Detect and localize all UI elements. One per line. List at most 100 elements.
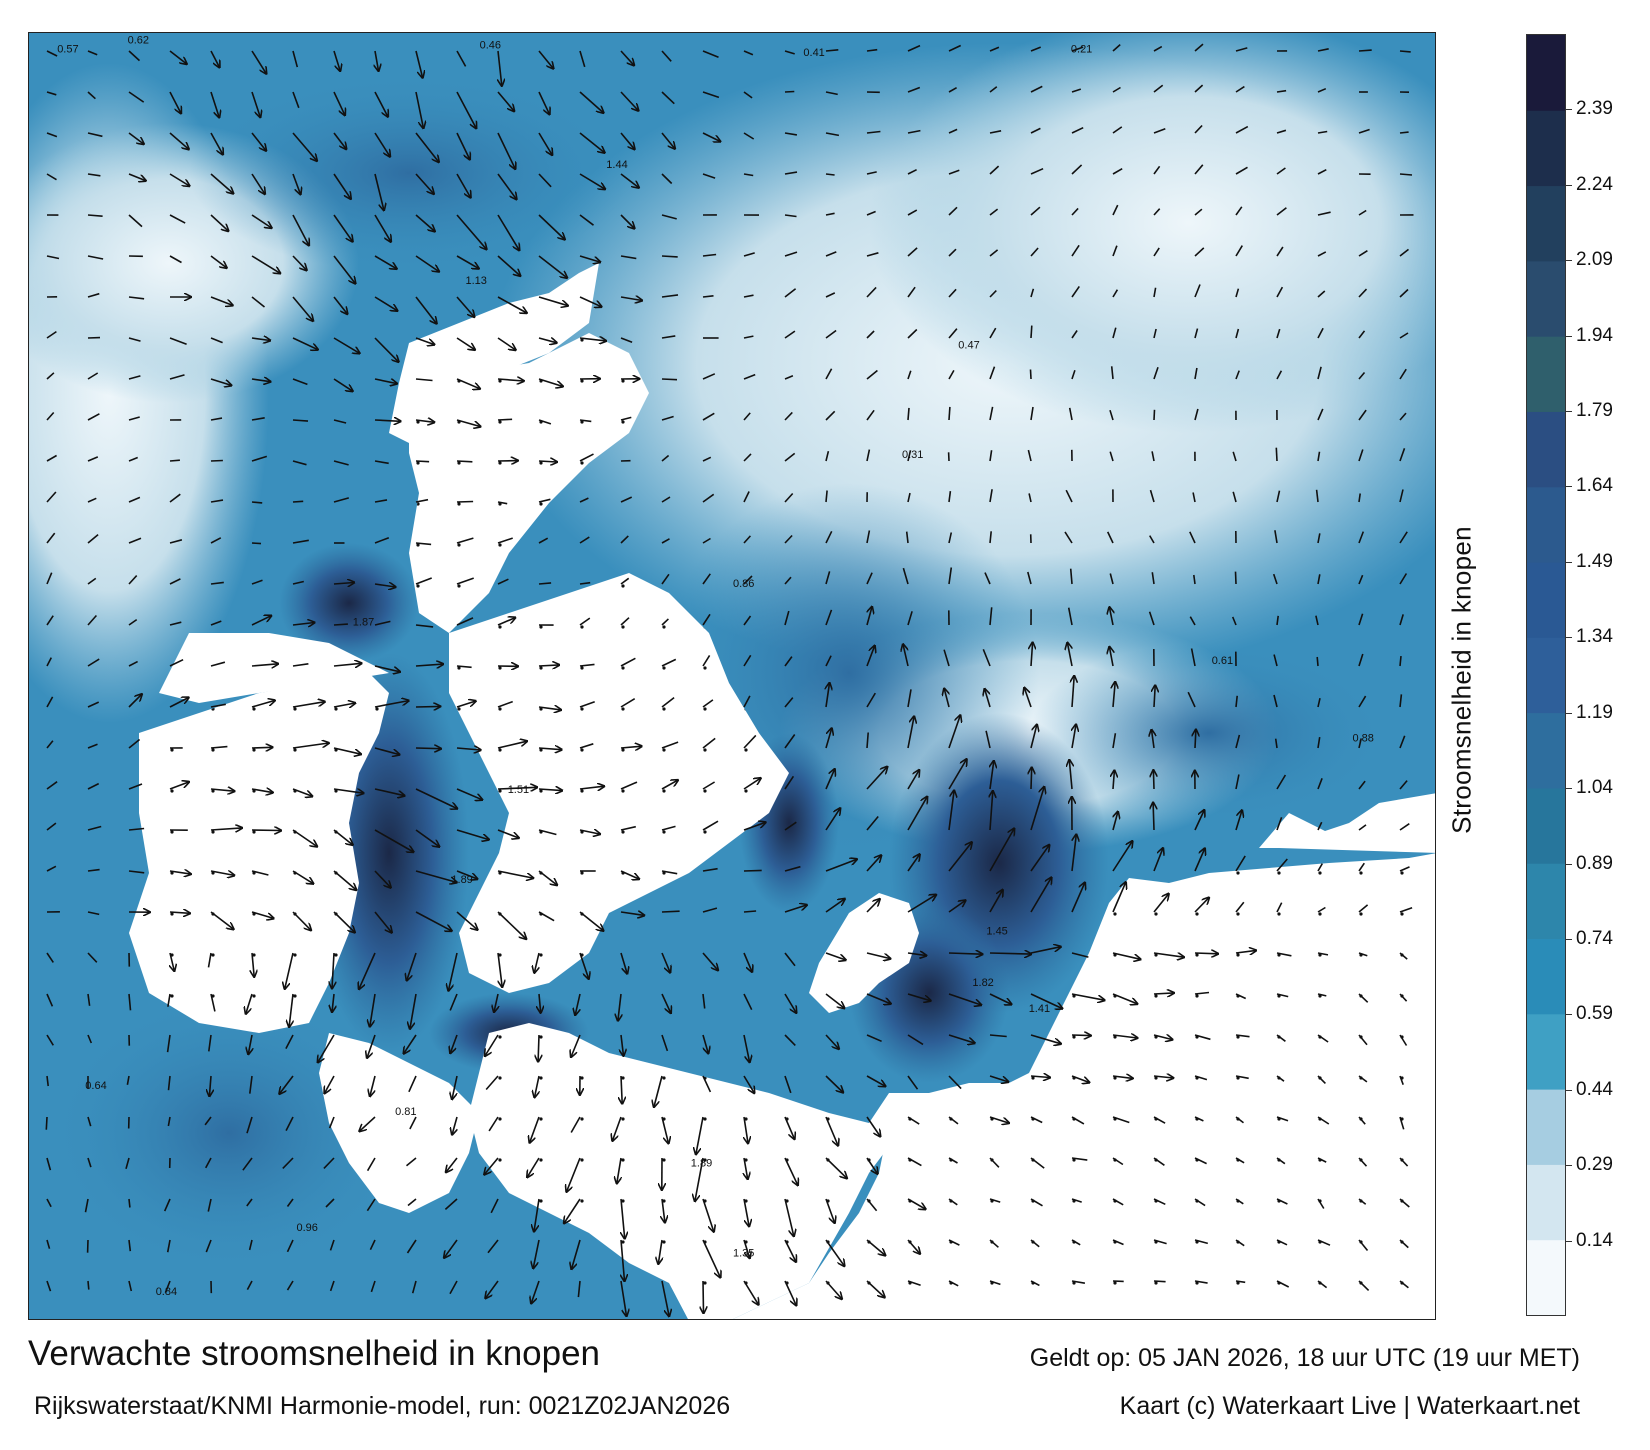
current-vector [169, 337, 187, 346]
current-vector [620, 337, 633, 344]
current-vector [1272, 573, 1278, 585]
current-vector [1358, 613, 1364, 626]
current-vector [743, 910, 757, 913]
current-vector [1071, 370, 1076, 380]
current-vector [702, 91, 720, 99]
current-vector [1153, 1239, 1167, 1245]
current-vector [702, 654, 711, 667]
speed-value-label: 0.96 [297, 1222, 318, 1234]
current-vector [1235, 1239, 1245, 1247]
speed-value-label: 0.46 [480, 40, 501, 52]
current-vector [579, 419, 592, 423]
current-vector [743, 822, 766, 831]
current-vector [570, 1116, 581, 1133]
current-vector [661, 255, 678, 258]
current-vector [743, 869, 762, 872]
current-vector [612, 1116, 622, 1141]
current-vector [538, 707, 561, 710]
land-east-inner [1259, 813, 1329, 848]
current-vector [1358, 128, 1370, 134]
current-vector [1235, 695, 1238, 708]
current-vector [1030, 993, 1062, 1009]
current-vector [1030, 1157, 1045, 1169]
current-vector [1194, 367, 1198, 380]
current-vector [128, 296, 145, 300]
current-vector [251, 379, 271, 382]
current-vector [128, 50, 141, 62]
current-vector [579, 91, 604, 113]
current-vector [1153, 1198, 1166, 1206]
current-speed-map[interactable]: 0.57 0.62 0.46 0.41 0.21 1.44 1.13 0.47 0.31 0.86… [28, 32, 1436, 1320]
current-vector [46, 1034, 54, 1046]
current-vector [825, 292, 836, 298]
current-vector [661, 993, 671, 1013]
current-vector [1112, 204, 1119, 216]
current-vector [538, 498, 551, 503]
current-vector [1109, 451, 1114, 462]
current-vector [907, 44, 921, 52]
current-vector [1232, 491, 1237, 503]
current-vector [456, 665, 472, 669]
current-vector [128, 660, 138, 667]
land-sw [319, 1033, 479, 1213]
current-vector [661, 378, 678, 381]
current-vector [1235, 370, 1240, 380]
current-vector [1109, 607, 1113, 626]
current-vector [1276, 286, 1284, 298]
current-vector [907, 450, 912, 462]
current-vector [1068, 407, 1073, 421]
current-vector [530, 1116, 540, 1143]
current-vector [1399, 656, 1402, 667]
current-vector [456, 378, 480, 389]
current-vector [784, 952, 796, 967]
current-vector [87, 533, 99, 544]
current-vector [169, 255, 182, 264]
current-vector [248, 1034, 252, 1054]
speed-value-label: 0.81 [395, 1106, 416, 1118]
current-vector [1031, 768, 1032, 790]
current-vector [1358, 371, 1366, 380]
legend-tick-label: 1.64 [1576, 475, 1613, 497]
current-vector [485, 1075, 499, 1091]
legend-tick-mark [1566, 486, 1572, 488]
legend-title: Stroomsnelheid in knopen [1446, 526, 1477, 834]
current-vector [1399, 1157, 1409, 1167]
current-vector [333, 460, 349, 466]
current-vector [825, 91, 838, 96]
current-vector [333, 497, 350, 503]
current-vector [579, 786, 604, 789]
current-vector [46, 411, 55, 421]
current-vector [1358, 993, 1369, 1003]
current-vector [825, 899, 845, 913]
current-vector [205, 1239, 212, 1253]
current-vector [1235, 774, 1240, 790]
current-vector [1071, 1116, 1085, 1125]
current-vector [210, 459, 223, 462]
current-vector [1071, 88, 1082, 93]
current-vector [456, 911, 478, 930]
legend-tick-mark [1566, 109, 1572, 111]
current-vector [415, 577, 432, 585]
legend-tick-mark [1566, 335, 1572, 337]
current-vector [579, 581, 591, 585]
current-vector [128, 738, 141, 749]
current-vector [907, 1116, 920, 1125]
current-vector [128, 993, 132, 1011]
current-vector [866, 369, 878, 380]
current-vector [527, 1157, 540, 1177]
current-vector [497, 952, 502, 987]
current-vector [497, 379, 524, 381]
current-vector [784, 50, 795, 55]
current-vector [366, 1198, 376, 1212]
current-vector [292, 378, 308, 386]
current-vector [367, 1034, 376, 1058]
current-vector [702, 412, 715, 421]
current-vector [989, 1116, 1009, 1123]
current-vector [415, 542, 432, 546]
current-vector [1030, 1280, 1040, 1287]
current-vector [169, 871, 191, 874]
current-vector [456, 419, 481, 427]
current-vector [620, 1280, 627, 1316]
current-vector [374, 620, 391, 626]
current-vector [620, 952, 627, 974]
